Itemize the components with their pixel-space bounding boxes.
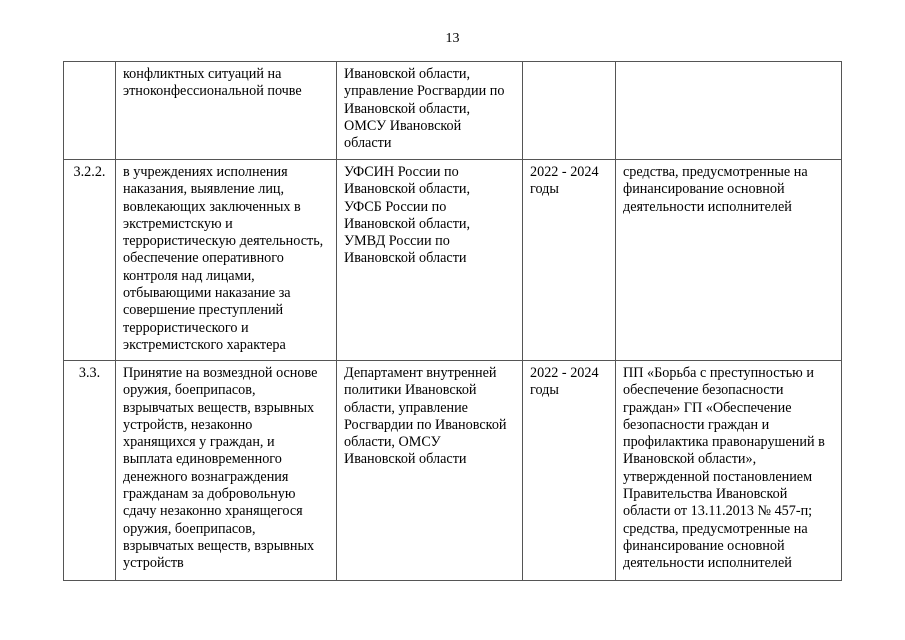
measure-description: конфликтных ситуаций на этноконфессионал…: [115, 61, 337, 160]
executors: УФСИН России по Ивановской области, УФСБ…: [336, 159, 523, 361]
row-number: 3.3.: [63, 360, 116, 581]
table-row: 3.3. Принятие на возмездной основе оружи…: [63, 360, 842, 581]
measure-description: в учреждениях исполнения наказания, выяв…: [115, 159, 337, 361]
row-number: [63, 61, 116, 160]
period: 2022 - 2024 годы: [522, 159, 616, 361]
row-number: 3.2.2.: [63, 159, 116, 361]
funding-source: средства, предусмотренные на финансирова…: [615, 159, 842, 361]
funding-source: ПП «Борьба с преступностью и обеспечение…: [615, 360, 842, 581]
table-row: 3.2.2. в учреждениях исполнения наказани…: [63, 159, 842, 361]
executors: Ивановской области, управление Росгварди…: [336, 61, 523, 160]
funding-source: [615, 61, 842, 160]
period: 2022 - 2024 годы: [522, 360, 616, 581]
page-number: 13: [445, 31, 460, 46]
table-row: конфликтных ситуаций на этноконфессионал…: [63, 61, 842, 160]
period: [522, 61, 616, 160]
executors: Департамент внутренней политики Ивановск…: [336, 360, 523, 581]
measure-description: Принятие на возмездной основе оружия, бо…: [115, 360, 337, 581]
measures-table: конфликтных ситуаций на этноконфессионал…: [63, 61, 842, 581]
